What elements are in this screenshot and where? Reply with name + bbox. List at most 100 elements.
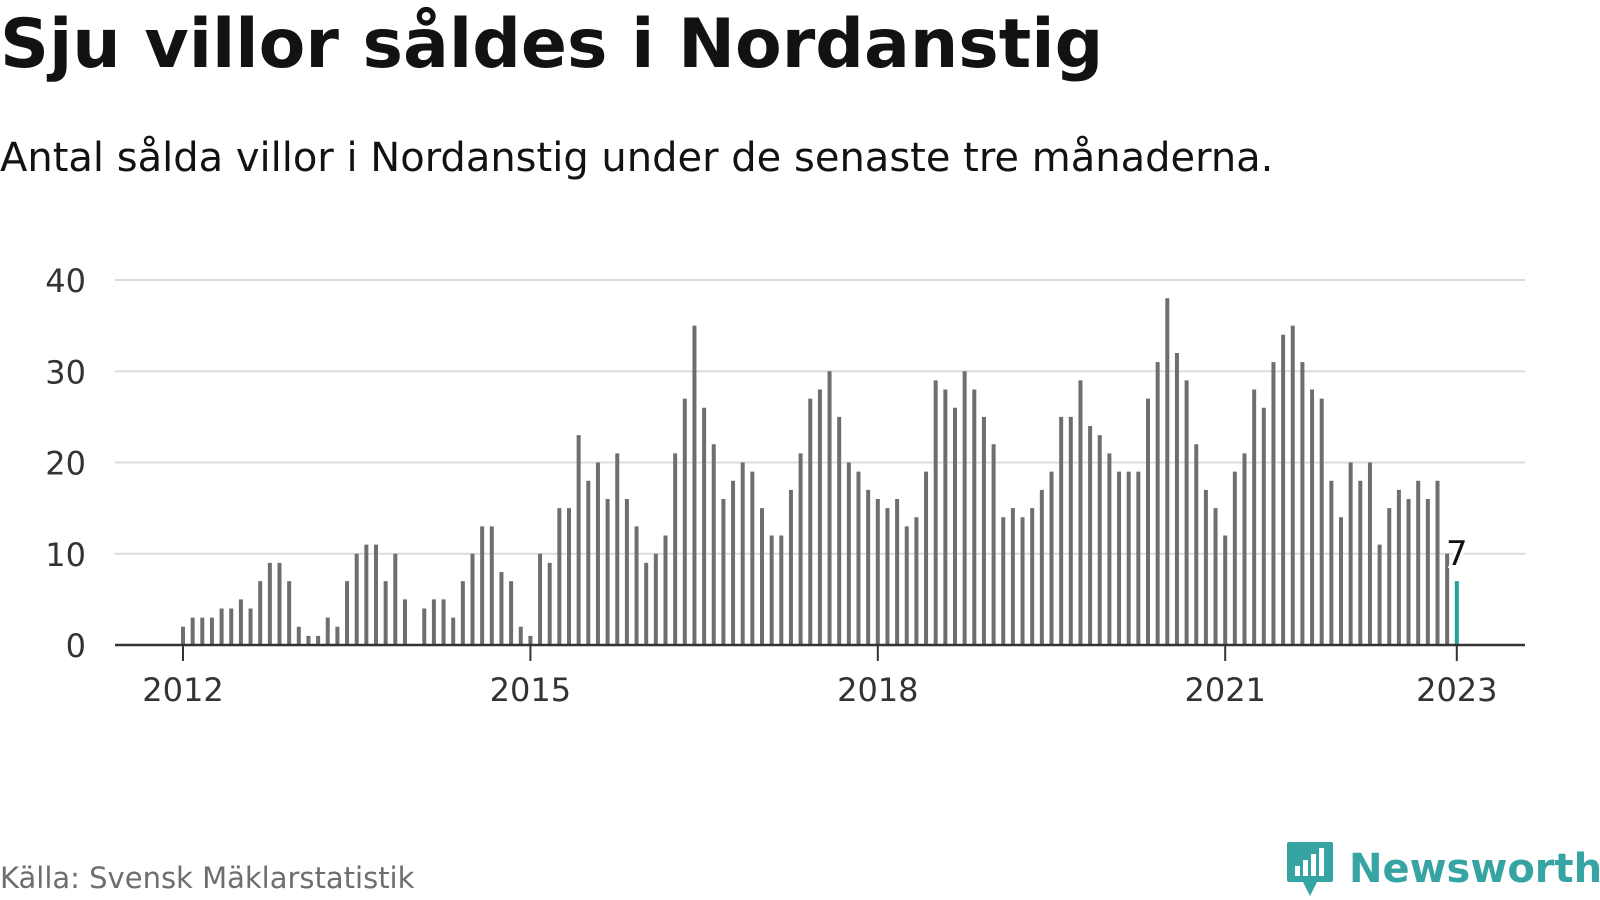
bar	[1348, 462, 1353, 645]
bar	[364, 544, 369, 646]
bar	[181, 626, 185, 645]
bar	[1184, 380, 1189, 646]
bar	[547, 562, 552, 646]
bar	[1252, 389, 1257, 645]
bar	[1010, 508, 1015, 646]
x-tick-label: 2021	[1184, 671, 1265, 709]
bar	[209, 617, 214, 646]
bar	[393, 553, 398, 645]
bar	[402, 599, 407, 646]
bar	[296, 626, 301, 645]
bar	[200, 617, 205, 646]
bar	[644, 562, 649, 646]
bar	[924, 471, 929, 646]
bar	[895, 499, 900, 645]
bar	[1020, 517, 1025, 645]
x-tick-label: 2018	[837, 671, 918, 709]
bar	[711, 444, 716, 645]
bar	[991, 444, 996, 645]
bar	[721, 499, 726, 645]
bar	[972, 389, 977, 645]
bar	[1223, 535, 1228, 645]
bar	[248, 608, 253, 645]
bar	[1126, 471, 1131, 646]
bar	[866, 489, 871, 646]
bar	[1097, 435, 1102, 646]
bar	[1174, 353, 1179, 645]
bar	[933, 380, 938, 646]
bar	[827, 371, 832, 645]
y-tick-label: 10	[45, 536, 86, 574]
bar	[499, 572, 504, 645]
bar	[682, 398, 687, 646]
bar	[316, 635, 321, 646]
chart-subtitle: Antal sålda villor i Nordanstig under de…	[0, 135, 1274, 181]
brand-name: Newsworthy	[1349, 846, 1600, 892]
bar	[653, 553, 658, 645]
bar	[480, 526, 485, 646]
bar	[287, 581, 292, 646]
bar	[1232, 471, 1237, 646]
bar	[1088, 426, 1093, 645]
bar	[460, 581, 465, 646]
bar	[325, 617, 330, 646]
y-tick-label: 40	[45, 262, 86, 300]
bar	[557, 508, 562, 646]
bar	[431, 599, 436, 646]
bar	[1319, 398, 1324, 646]
bar	[1030, 508, 1035, 646]
bar	[808, 398, 813, 646]
bar	[1435, 480, 1440, 645]
newsworthy-logo: Newsworthy	[1285, 840, 1600, 898]
bar	[1387, 508, 1392, 646]
bar	[354, 553, 359, 645]
bar	[885, 508, 890, 646]
bar	[190, 617, 195, 646]
bar	[760, 508, 764, 646]
bar	[1281, 334, 1286, 645]
bar	[1261, 407, 1266, 645]
x-tick-label: 2015	[490, 671, 571, 709]
bar	[1059, 416, 1064, 646]
bar	[576, 435, 581, 646]
bar	[837, 416, 842, 646]
bar	[1155, 362, 1160, 646]
bar	[1078, 380, 1083, 646]
bar-chart: 0 10 20 30 40 2012 2015 2018 2021 2023 7	[45, 262, 1525, 709]
bar	[345, 581, 350, 646]
bar	[1203, 489, 1208, 646]
bar	[981, 416, 986, 646]
bar	[1329, 480, 1334, 645]
y-tick-label: 30	[45, 353, 86, 391]
bar	[1406, 499, 1411, 645]
bar	[624, 499, 629, 645]
bar	[258, 581, 263, 646]
bar	[943, 389, 948, 645]
bar	[586, 480, 591, 645]
bar	[1358, 480, 1363, 645]
x-tick-label: 2023	[1416, 671, 1497, 709]
bar	[518, 626, 523, 645]
bar	[1290, 325, 1295, 646]
bar	[673, 453, 678, 646]
bar	[1445, 553, 1450, 645]
bar	[441, 599, 446, 646]
bar	[634, 526, 639, 646]
bar	[1194, 444, 1199, 645]
bar	[1377, 544, 1382, 646]
bar	[769, 535, 774, 645]
bar-highlight	[1454, 581, 1459, 646]
bar	[374, 544, 378, 646]
bar	[731, 480, 736, 645]
chart-title: Sju villor såldes i Nordanstig	[0, 5, 1104, 84]
y-axis-tick-labels: 0 10 20 30 40	[45, 262, 86, 665]
bar	[1425, 499, 1430, 645]
x-axis: 2012 2015 2018 2021 2023	[142, 645, 1498, 709]
y-tick-label: 0	[66, 627, 86, 665]
source-note: Källa: Svensk Mäklarstatistik	[0, 861, 415, 895]
bar	[1339, 517, 1343, 645]
bar	[1213, 508, 1218, 646]
bar	[219, 608, 224, 645]
bar	[788, 489, 793, 646]
bar	[1300, 362, 1305, 646]
